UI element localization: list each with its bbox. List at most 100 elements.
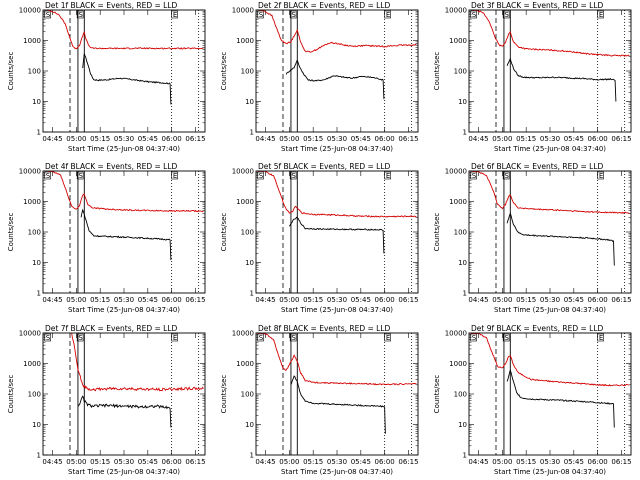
y-tick-label: 100: [241, 229, 254, 237]
y-tick-label: 1: [37, 452, 41, 460]
x-tick-label: 05:15: [516, 458, 536, 466]
marker-box: [76, 10, 84, 19]
x-tick-label: 05:00: [279, 296, 299, 304]
plot-panel: Det 8f BLACK = Events, RED = LLD Counts/s…: [220, 324, 419, 476]
plot-frame: [255, 332, 419, 456]
lld-series-line: [44, 171, 204, 213]
y-tick-label: 10000: [232, 330, 254, 338]
x-tick-label: 06:15: [611, 296, 631, 304]
x-tick-label: 05:45: [138, 296, 158, 304]
x-tick-label: 05:45: [564, 135, 584, 143]
events-series-line: [82, 53, 172, 105]
marker-box: [76, 171, 84, 180]
y-tick-label: 10: [458, 98, 467, 106]
plot-frame: [255, 9, 419, 133]
marker-box-label: S: [291, 334, 296, 342]
y-tick-label: 10: [245, 259, 254, 267]
marker-box: [502, 10, 510, 19]
x-tick-label: 06:15: [185, 296, 205, 304]
x-tick-label: 06:00: [375, 296, 395, 304]
x-tick-label: 05:15: [516, 296, 536, 304]
plot-frame: [468, 170, 632, 294]
marker-box-label: S: [504, 334, 509, 342]
x-tick-label: 04:45: [42, 135, 62, 143]
y-axis-label: Counts/sec: [7, 375, 15, 414]
marker-box: [76, 333, 84, 342]
x-tick-label: 04:45: [468, 296, 488, 304]
lld-series-line: [257, 10, 417, 53]
y-tick-label: 10: [32, 259, 41, 267]
y-tick-label: 100: [454, 229, 467, 237]
plot-frame: [468, 332, 632, 456]
y-tick-label: 1000: [449, 37, 467, 45]
y-tick-label: 100: [28, 391, 41, 399]
x-tick-label: 04:45: [42, 458, 62, 466]
marker-box-label: S: [78, 334, 83, 342]
x-tick-label: 05:30: [540, 458, 560, 466]
x-tick-label: 06:00: [375, 135, 395, 143]
x-tick-label: 05:00: [66, 135, 86, 143]
plot-panel: Det 6f BLACK = Events, RED = LLD Counts/s…: [433, 162, 632, 314]
marker-box: [289, 10, 297, 19]
x-tick-label: 05:30: [114, 135, 134, 143]
plot-title: Det 9f BLACK = Events, RED = LLD: [471, 324, 604, 333]
y-axis-label: Counts/sec: [433, 213, 441, 252]
plot-title: Det 8f BLACK = Events, RED = LLD: [258, 324, 391, 333]
plot-panel: Det 7f BLACK = Events, RED = LLD Counts/s…: [7, 324, 206, 476]
plot-frame: [42, 332, 206, 456]
x-tick-label: 05:30: [540, 135, 560, 143]
y-tick-label: 10000: [19, 168, 41, 176]
plot-frame: [42, 9, 206, 133]
y-tick-label: 10: [32, 421, 41, 429]
y-tick-label: 1: [463, 290, 467, 298]
marker-box-label: S: [472, 172, 477, 180]
marker-box-label: S: [472, 11, 477, 19]
y-axis-label: Counts/sec: [220, 52, 228, 91]
y-tick-label: 1000: [236, 37, 254, 45]
y-tick-label: 10000: [232, 168, 254, 176]
y-tick-label: 1000: [236, 360, 254, 368]
x-axis-label: Start Time (25-Jun-08 04:37:40): [281, 145, 393, 153]
y-tick-label: 10000: [19, 330, 41, 338]
x-tick-label: 05:15: [90, 296, 110, 304]
plot-panel: Det 2f BLACK = Events, RED = LLD Counts/s…: [220, 1, 419, 153]
marker-box: [257, 171, 264, 180]
x-tick-label: 05:30: [327, 296, 347, 304]
x-axis-label: Start Time (25-Jun-08 04:37:40): [281, 468, 393, 476]
lld-series-line: [44, 10, 204, 50]
x-tick-label: 06:15: [185, 135, 205, 143]
plot-panel: Det 5f BLACK = Events, RED = LLD Counts/s…: [220, 162, 419, 314]
x-tick-label: 05:45: [351, 296, 371, 304]
x-axis-label: Start Time (25-Jun-08 04:37:40): [68, 145, 180, 153]
marker-box: [171, 171, 178, 180]
plot-title: Det 2f BLACK = Events, RED = LLD: [258, 1, 391, 10]
x-tick-label: 05:45: [138, 458, 158, 466]
x-tick-label: 05:00: [492, 296, 512, 304]
x-tick-label: 06:15: [611, 458, 631, 466]
marker-box: [384, 10, 391, 19]
y-tick-label: 1000: [23, 360, 41, 368]
marker-box: [597, 171, 604, 180]
marker-box-label: E: [173, 11, 177, 19]
plot-title: Det 1f BLACK = Events, RED = LLD: [45, 1, 178, 10]
marker-box-label: S: [504, 11, 509, 19]
x-tick-label: 04:45: [42, 296, 62, 304]
lld-series-line: [257, 171, 417, 218]
marker-box-label: E: [386, 11, 390, 19]
marker-box-label: S: [291, 172, 296, 180]
x-tick-label: 05:15: [516, 135, 536, 143]
x-tick-label: 05:45: [351, 458, 371, 466]
plot-panel: Det 3f BLACK = Events, RED = LLD Counts/s…: [433, 1, 632, 153]
marker-box: [597, 10, 604, 19]
x-tick-label: 05:45: [138, 135, 158, 143]
x-tick-label: 06:00: [162, 458, 182, 466]
marker-box: [384, 171, 391, 180]
x-tick-label: 05:00: [279, 458, 299, 466]
plot-title: Det 7f BLACK = Events, RED = LLD: [45, 324, 178, 333]
lld-series-line: [470, 171, 630, 215]
y-tick-label: 10: [245, 98, 254, 106]
y-tick-label: 100: [454, 391, 467, 399]
events-series-line: [77, 395, 172, 428]
x-axis-label: Start Time (25-Jun-08 04:37:40): [494, 468, 606, 476]
x-tick-label: 06:00: [588, 296, 608, 304]
